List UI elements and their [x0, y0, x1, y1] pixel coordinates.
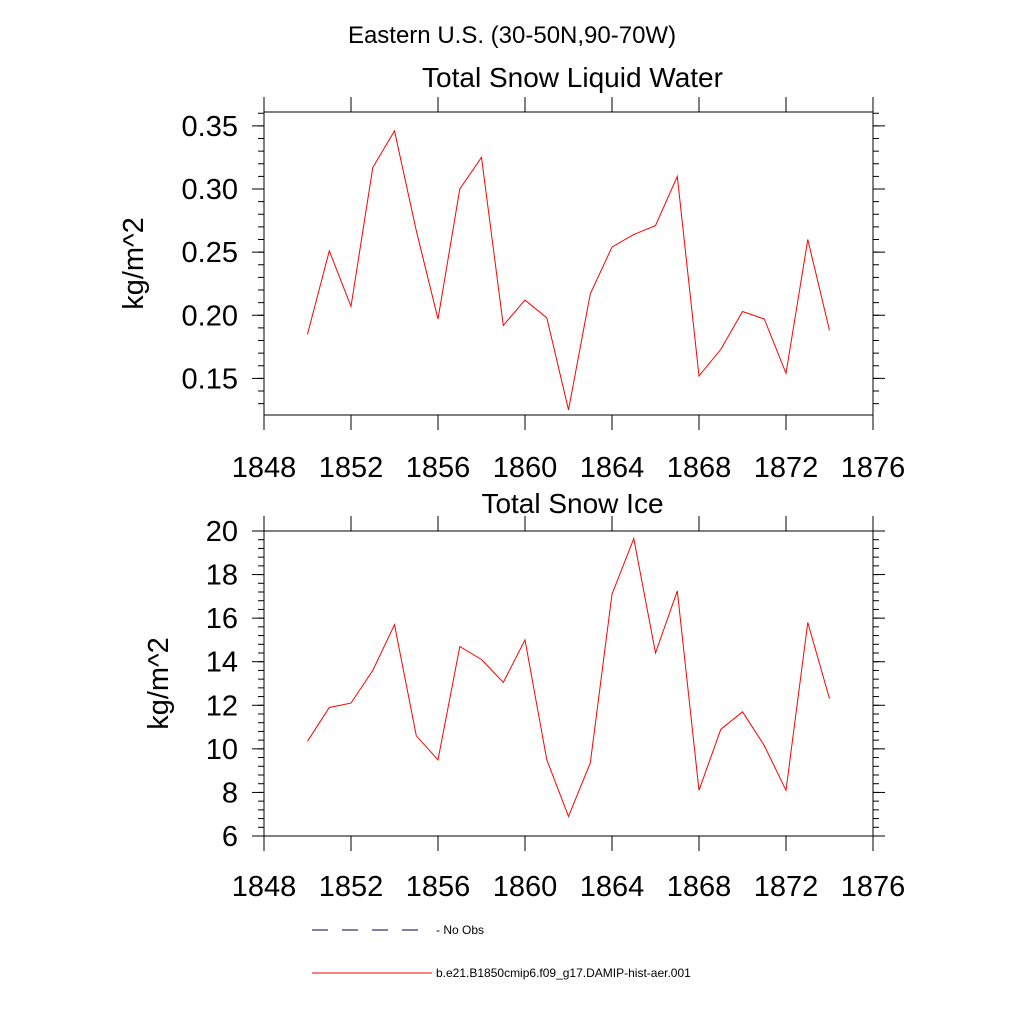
plot-frame — [263, 530, 874, 837]
x-tick-label: 1848 — [232, 452, 297, 484]
x-tick-label: 1860 — [493, 871, 558, 903]
x-tick-label: 1848 — [232, 871, 297, 903]
x-tick-label: 1852 — [319, 871, 384, 903]
x-tick-label: 1864 — [580, 871, 645, 903]
legend-label: - No Obs — [436, 923, 484, 937]
x-tick-label: 1856 — [406, 452, 471, 484]
main-title: Eastern U.S. (30-50N,90-70W) — [348, 22, 676, 49]
y-tick-label: 10 — [206, 734, 238, 766]
x-tick-label: 1876 — [841, 871, 906, 903]
y-tick-label: 12 — [206, 690, 238, 722]
y-tick-label: 6 — [222, 821, 238, 853]
panels: Total Snow Liquid Water kg/m^2 1848 1852 185… — [118, 62, 905, 903]
y-tick-label: 0.30 — [182, 174, 238, 206]
x-tick-label: 1868 — [667, 452, 732, 484]
y-tick-label: 16 — [206, 603, 238, 635]
x-tick-label: 1852 — [319, 452, 384, 484]
y-tick-label: 18 — [206, 560, 238, 592]
y-tick-label: 20 — [206, 516, 238, 548]
y-axis-label: kg/m^2 — [143, 637, 175, 730]
legend-item-1: - No Obs — [312, 923, 484, 937]
y-tick-label: 0.35 — [182, 111, 238, 143]
x-tick-label: 1868 — [667, 871, 732, 903]
legend-item-2: b.e21.B1850cmip6.f09_g17.DAMIP-hist-aer.… — [312, 966, 691, 980]
chart-panel-2: Total Snow Ice kg/m^2 1848 1852 1856 1860 1864… — [143, 488, 905, 903]
plot-frame — [263, 111, 874, 416]
chart-title: Total Snow Ice — [481, 488, 663, 519]
legend: - No Obs b.e21.B1850cmip6.f09_g17.DAMIP-h… — [312, 923, 691, 980]
series-line-1 — [307, 129, 830, 411]
y-tick-label: 0.25 — [182, 237, 238, 269]
x-tick-label: 1876 — [841, 452, 906, 484]
chart-panel-1: Total Snow Liquid Water kg/m^2 1848 1852 185… — [118, 62, 905, 484]
y-axis-label: kg/m^2 — [118, 217, 150, 310]
x-tick-label: 1860 — [493, 452, 558, 484]
y-tick-label: 0.20 — [182, 300, 238, 332]
y-tick-label: 0.15 — [182, 363, 238, 395]
legend-label: b.e21.B1850cmip6.f09_g17.DAMIP-hist-aer.… — [436, 966, 691, 980]
y-tick-label: 8 — [222, 777, 238, 809]
x-tick-label: 1856 — [406, 871, 471, 903]
x-tick-label: 1864 — [580, 452, 645, 484]
x-tick-label: 1872 — [754, 452, 819, 484]
series-line-1 — [307, 536, 830, 818]
y-tick-label: 14 — [206, 647, 238, 679]
chart-title: Total Snow Liquid Water — [422, 62, 723, 93]
x-tick-label: 1872 — [754, 871, 819, 903]
